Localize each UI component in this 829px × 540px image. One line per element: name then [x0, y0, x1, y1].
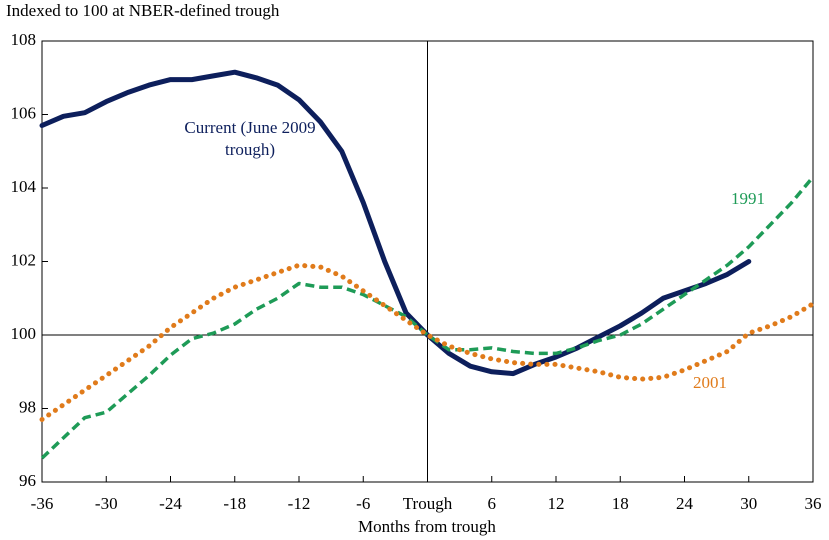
x-tick-label: 24	[676, 494, 694, 513]
y-tick-label: 108	[11, 30, 37, 49]
y-tick-label: 104	[11, 177, 37, 196]
subtitle: Indexed to 100 at NBER-defined trough	[6, 1, 280, 20]
series-label: Current (June 2009 trough)	[184, 118, 316, 159]
x-tick-label: 6	[488, 494, 497, 513]
x-tick-label: 18	[612, 494, 629, 513]
series-label: 1991	[731, 189, 765, 208]
x-tick-label: 12	[548, 494, 565, 513]
series-label: 2001	[693, 373, 727, 392]
x-tick-label: -24	[159, 494, 182, 513]
x-tick-label: 30	[740, 494, 757, 513]
series-label-box: Current (June 2009 trough)	[184, 118, 316, 159]
series-line	[39, 69, 752, 377]
series-line	[40, 175, 815, 460]
y-tick-label: 100	[11, 324, 37, 343]
x-tick-label: -12	[288, 494, 311, 513]
x-tick-label: -36	[31, 494, 54, 513]
y-tick-label: 106	[11, 103, 37, 122]
y-tick-label: 102	[11, 250, 37, 269]
x-tick-label: Trough	[403, 494, 453, 513]
x-tick-label: -30	[95, 494, 118, 513]
series-label-box: 2001	[693, 373, 727, 392]
x-tick-label: 36	[805, 494, 822, 513]
y-tick-label: 98	[19, 397, 36, 416]
x-axis-label: Months from trough	[358, 517, 496, 536]
series-label-box: 1991	[731, 189, 765, 208]
x-tick-label: -18	[223, 494, 246, 513]
y-tick-label: 96	[19, 471, 36, 490]
plot-frame	[41, 40, 814, 483]
x-tick-label: -6	[356, 494, 370, 513]
